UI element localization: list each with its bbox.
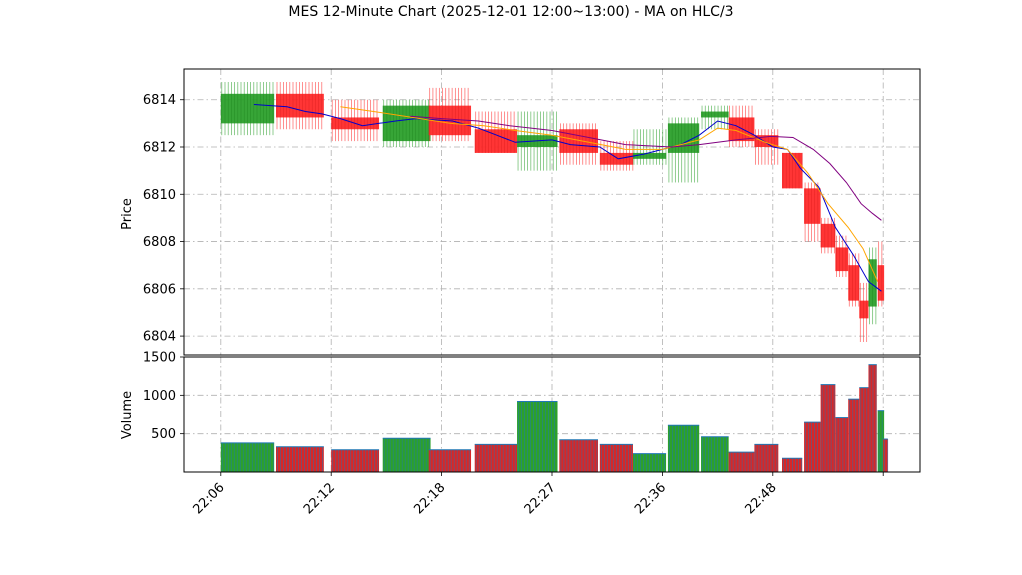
price-y-tick-label: 6806 — [143, 282, 176, 297]
volume-bar — [848, 398, 860, 472]
x-tick-label: 22:27 — [522, 480, 559, 517]
moving-average-line — [253, 104, 882, 292]
volume-bar — [835, 417, 849, 472]
price-y-tick-label: 6812 — [143, 141, 176, 156]
candle-down — [276, 82, 324, 130]
candle-down — [820, 217, 836, 254]
volume-bar — [632, 453, 667, 472]
candle-body — [782, 152, 803, 189]
candle-down — [474, 111, 518, 153]
volume-bar — [728, 451, 755, 472]
moving-average-lines — [253, 104, 882, 292]
price-y-tick-label: 6810 — [143, 188, 176, 203]
price-candles — [220, 82, 885, 342]
volume-y-tick-label: 1000 — [143, 389, 176, 404]
volume-bar-fill — [517, 401, 558, 472]
candle-up — [632, 129, 667, 165]
candle-body — [728, 117, 755, 142]
moving-average-line — [340, 106, 879, 282]
candle-body — [859, 300, 869, 319]
candle-down — [782, 152, 803, 189]
price-y-tick-label: 6808 — [143, 235, 176, 250]
volume-bar-fill — [382, 438, 431, 472]
candle-up — [701, 105, 729, 130]
volume-y-tick-label: 500 — [151, 427, 176, 442]
candle-up — [220, 82, 275, 136]
volume-bar — [220, 442, 275, 472]
volume-bar-fill — [667, 425, 700, 472]
volume-bar — [474, 443, 518, 472]
volume-bar — [754, 443, 779, 472]
volume-bar-fill — [877, 410, 885, 472]
candle-body — [835, 247, 849, 272]
volume-bar — [701, 436, 729, 472]
volume-bar — [276, 446, 324, 472]
candle-body — [382, 105, 431, 142]
volume-bar — [599, 443, 633, 472]
volume-bar — [331, 449, 380, 472]
volume-bar — [428, 449, 472, 472]
x-tick-label: 22:48 — [743, 480, 780, 517]
price-axis-label: Price — [120, 198, 135, 230]
price-y-ticks: 6804 6806 6808 6810 6812 6814 — [143, 93, 184, 345]
candle-body — [276, 93, 324, 118]
volume-bar-fill — [848, 399, 860, 472]
price-panel: 6804 6806 6808 6810 6812 6814 Price — [120, 68, 921, 356]
price-gridlines — [184, 69, 920, 355]
price-y-tick-label: 6804 — [143, 330, 176, 345]
x-tick-label: 22:06 — [191, 480, 228, 517]
candle-down — [754, 129, 779, 165]
volume-bar — [667, 424, 700, 472]
volume-bar-fill — [331, 449, 380, 472]
candle-down — [848, 253, 860, 307]
x-tick-label: 22:12 — [301, 480, 338, 517]
volume-bars — [220, 364, 889, 472]
x-tick-label: 22:36 — [632, 480, 669, 517]
candle-body — [754, 135, 779, 147]
volume-bar-fill — [474, 444, 518, 472]
price-y-tick-label: 6814 — [143, 93, 176, 108]
volume-bar-fill — [220, 442, 275, 472]
candle-down — [559, 123, 598, 165]
x-tick-label: 22:18 — [411, 480, 448, 517]
volume-axis-label: Volume — [120, 391, 135, 439]
volume-y-ticks: 500 1000 1500 — [143, 351, 184, 442]
candle-body — [599, 152, 633, 165]
candle-body — [848, 265, 860, 301]
volume-bar — [782, 457, 803, 472]
volume-bar — [382, 437, 431, 472]
candle-up — [382, 99, 431, 147]
candle-down — [877, 241, 885, 307]
volume-bar — [820, 384, 836, 472]
candle-body — [877, 265, 885, 301]
volume-y-tick-label: 1500 — [143, 351, 176, 366]
volume-bar — [859, 387, 869, 472]
candle-body — [559, 129, 598, 153]
volume-bar — [868, 364, 877, 472]
volume-bar-fill — [276, 446, 324, 472]
volume-bar — [883, 438, 889, 472]
volume-bar-fill — [428, 449, 472, 472]
moving-average-line — [410, 115, 882, 221]
candle-down — [859, 282, 869, 342]
candle-down — [835, 235, 849, 277]
price-panel-frame — [183, 68, 921, 356]
volume-bar-fill — [754, 444, 779, 472]
volume-panel: 500 1000 1500 Volume — [120, 351, 921, 473]
volume-bar — [559, 439, 598, 472]
candle-body — [804, 188, 821, 224]
chart-title: MES 12-Minute Chart (2025-12-01 12:00~13… — [288, 4, 733, 20]
volume-bar-fill — [804, 422, 821, 472]
volume-bar-fill — [728, 452, 755, 472]
volume-bar — [804, 421, 821, 472]
volume-bar-fill — [835, 417, 849, 472]
candle-body — [632, 152, 667, 159]
volume-bar — [877, 410, 885, 472]
candle-down — [804, 182, 821, 242]
volume-bar-fill — [883, 439, 888, 472]
volume-bar — [517, 400, 558, 472]
candle-down — [599, 141, 634, 171]
x-axis-ticks: 22:06 22:12 22:18 22:27 22:36 22:48 — [191, 472, 884, 517]
